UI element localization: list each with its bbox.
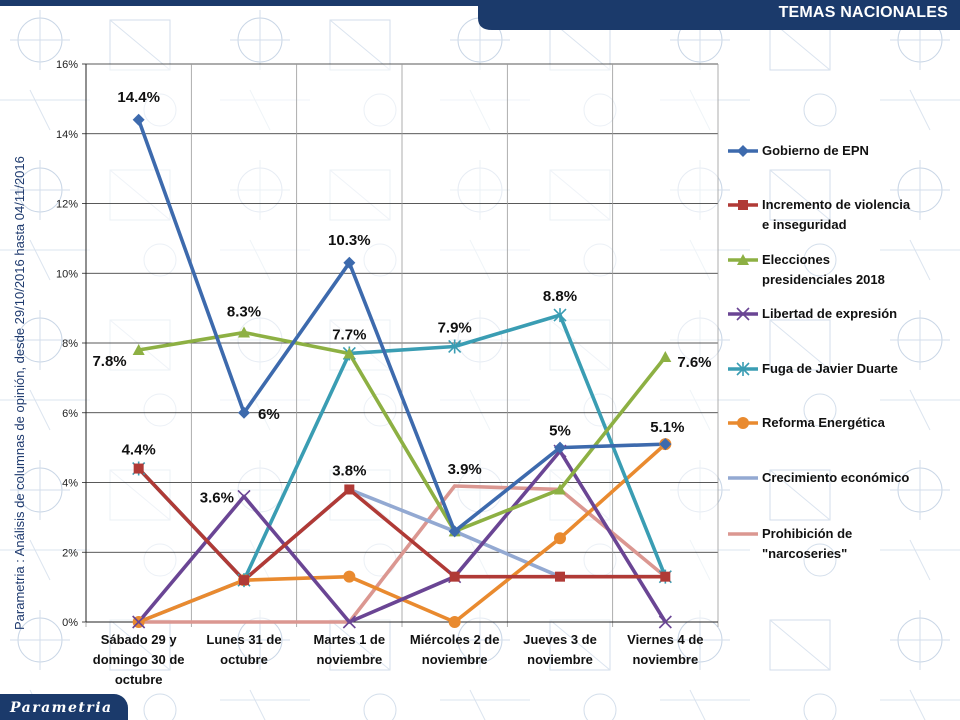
data-label: 14.4%	[117, 89, 160, 106]
legend-marker	[737, 145, 749, 157]
y-tick-label: 4%	[62, 478, 78, 490]
legend-item-prohibicion-de-narcoseries: Prohibición de "narcoseries"	[728, 526, 852, 561]
y-tick-label: 14%	[56, 129, 78, 141]
elecciones-presidenciales-2018-marker	[554, 483, 566, 495]
page-title: TEMAS NACIONALES	[778, 4, 948, 21]
data-label: 6%	[258, 406, 280, 423]
elecciones-presidenciales-2018-marker	[343, 347, 356, 359]
y-tick-label: 2%	[62, 547, 78, 559]
legend-item-gobierno-de-epn: Gobierno de EPN	[728, 143, 869, 158]
logo-bar	[0, 694, 128, 720]
legend-marker	[738, 200, 748, 210]
fuga-de-javier-duarte-marker	[448, 339, 462, 354]
legend-item-incremento-de-violencia-e-inseguridad: Incremento de violencia e inseguridad	[728, 197, 911, 232]
data-label: 3.8%	[332, 462, 366, 479]
legend-item-libertad-de-expresion: Libertad de expresión	[728, 306, 897, 321]
libertad-de-expresion-marker	[237, 489, 251, 504]
data-label: 10.3%	[328, 232, 371, 249]
parametria-logo: Parametria	[10, 700, 113, 716]
incremento-de-violencia-e-inseguridad-marker	[555, 571, 565, 582]
legend-marker	[737, 254, 749, 265]
incremento-de-violencia-e-inseguridad-marker	[133, 463, 144, 474]
legend-label: Incremento de violencia e inseguridad	[762, 197, 911, 232]
elecciones-presidenciales-2018-marker	[659, 350, 672, 362]
libertad-de-expresion-marker	[658, 615, 672, 629]
x-category-label: Martes 1 de noviembre	[314, 632, 386, 667]
header-band	[0, 0, 960, 30]
legend-label: Elecciones presidenciales 2018	[762, 252, 885, 287]
gobierno-de-epn-marker	[132, 113, 145, 126]
legend-item-fuga-de-javier-duarte: Fuga de Javier Duarte	[728, 361, 898, 376]
reforma-energetica-marker	[448, 616, 461, 628]
data-label: 8.8%	[543, 288, 577, 305]
incremento-de-violencia-e-inseguridad-marker	[344, 484, 355, 495]
y-tick-label: 16%	[56, 59, 78, 71]
legend-label: Fuga de Javier Duarte	[762, 361, 898, 376]
x-category-label: Miércoles 2 de noviembre	[410, 632, 500, 667]
legend-item-crecimiento-economico: Crecimiento económico	[728, 470, 909, 485]
libertad-de-expresion-marker	[342, 615, 356, 629]
gobierno-de-epn-marker	[238, 406, 250, 419]
reforma-energetica-marker	[554, 532, 566, 545]
y-tick-label: 6%	[62, 408, 78, 420]
incremento-de-violencia-e-inseguridad-marker	[449, 571, 460, 582]
data-label: 3.9%	[448, 461, 482, 478]
incremento-de-violencia-e-inseguridad-marker	[660, 571, 671, 582]
legend-label: Libertad de expresión	[762, 306, 897, 321]
data-label: 7.8%	[92, 353, 126, 370]
data-label: 7.7%	[332, 326, 366, 343]
y-tick-label: 0%	[62, 617, 78, 629]
gobierno-de-epn-marker	[343, 256, 356, 269]
gobierno-de-epn-marker	[554, 441, 566, 454]
series-line-prohibicion-de-narcoseries	[138, 484, 667, 624]
x-category-label: Jueves 3 de noviembre	[523, 632, 597, 667]
elecciones-presidenciales-2018-marker	[132, 343, 145, 355]
legend-label: Crecimiento económico	[762, 470, 909, 485]
elecciones-presidenciales-2018-marker	[238, 326, 250, 338]
y-tick-label: 8%	[62, 338, 78, 350]
fuga-de-javier-duarte-marker	[553, 308, 567, 323]
series-line-incremento-de-violencia-e-inseguridad	[137, 467, 666, 582]
legend-marker	[736, 362, 750, 376]
data-label: 5%	[549, 423, 571, 440]
gobierno-de-epn-marker	[659, 438, 672, 451]
data-label: 7.9%	[438, 319, 472, 336]
legend-item-elecciones-presidenciales-2018: Elecciones presidenciales 2018	[728, 252, 885, 287]
legend-label: Prohibición de "narcoseries"	[762, 526, 852, 561]
incremento-de-violencia-e-inseguridad-marker	[239, 575, 249, 586]
data-label: 3.6%	[200, 489, 234, 506]
libertad-de-expresion-marker	[132, 615, 146, 629]
legend-label: Reforma Energética	[762, 415, 886, 430]
x-category-label: Viernes 4 de noviembre	[627, 632, 703, 667]
legend-marker	[736, 307, 750, 321]
y-tick-label: 10%	[56, 268, 78, 280]
legend-label: Gobierno de EPN	[762, 143, 869, 158]
data-label: 5.1%	[650, 419, 684, 436]
legend-marker	[737, 417, 749, 429]
data-label: 7.6%	[677, 354, 711, 371]
data-label: 8.3%	[227, 304, 261, 321]
x-category-label: Lunes 31 de octubre	[206, 632, 281, 667]
series-line-libertad-de-expresion	[137, 449, 667, 624]
series-line-elecciones-presidenciales-2018	[138, 330, 667, 534]
reforma-energetica-marker	[343, 570, 356, 583]
y-tick-label: 12%	[56, 199, 78, 211]
gobierno-de-epn-marker	[448, 525, 461, 538]
series-line-gobierno-de-epn	[136, 119, 666, 534]
data-label: 4.4%	[122, 442, 156, 459]
x-category-label: Sábado 29 y domingo 30 de octubre	[93, 632, 185, 687]
legend-item-reforma-energetica: Reforma Energética	[728, 415, 886, 430]
